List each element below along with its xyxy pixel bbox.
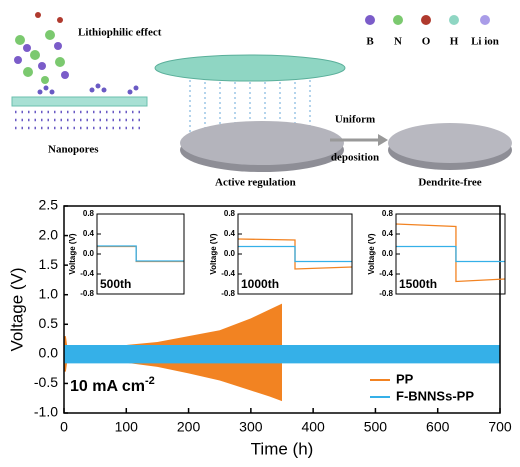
legend-label: H — [450, 36, 459, 48]
li-ions — [37, 83, 139, 95]
y-tick-label: 0.8 — [224, 209, 236, 218]
o-atom — [57, 17, 63, 23]
axes-frame — [96, 213, 185, 295]
y-tick-label: -0.8 — [221, 289, 235, 298]
y-tick-label: -0.4 — [80, 269, 94, 278]
voltage-line — [395, 223, 506, 283]
y-tick-label: -0.4 — [379, 269, 393, 278]
x-tick-label: 700 — [488, 419, 512, 435]
x-tick-label: 500 — [364, 419, 388, 435]
label: Active regulation — [215, 177, 296, 189]
voltage-line — [97, 245, 184, 263]
y-tick-label: 0.8 — [83, 209, 95, 218]
y-tick-label: 1.5 — [39, 256, 59, 272]
y-tick-label: 2.0 — [39, 226, 59, 242]
x-tick-label: 0 — [60, 419, 68, 435]
membrane — [154, 54, 346, 82]
legend-label: PP — [396, 371, 414, 386]
y-tick-label: -0.8 — [379, 289, 393, 298]
y-tick-label: -0.8 — [80, 289, 94, 298]
arrowhead — [378, 134, 388, 146]
y-tick-label: -0.5 — [34, 374, 58, 390]
axes-frame — [63, 205, 501, 414]
atoms — [14, 42, 69, 79]
y-tick-label: 0.4 — [83, 229, 95, 238]
y-tick-label: 0.0 — [39, 345, 59, 361]
x-tick-label: 600 — [426, 419, 450, 435]
y-tick-label: 0.0 — [83, 249, 95, 258]
voltage-band — [64, 344, 500, 364]
y-tick-label: 0.0 — [382, 249, 394, 258]
x-tick-label: 100 — [115, 419, 139, 435]
x-tick-label: 200 — [177, 419, 201, 435]
axes-frame — [395, 213, 506, 295]
y-tick-label: 0.5 — [39, 315, 59, 331]
voltage-line — [238, 245, 352, 263]
uniform-anode — [388, 123, 512, 163]
voltage-line — [97, 245, 184, 262]
legend-label: Li ion — [471, 36, 499, 48]
inset-title: 500th — [100, 277, 131, 291]
y-tick-label: -1.0 — [34, 404, 58, 420]
voltage-line — [396, 245, 505, 263]
x-axis-label: Time (h) — [251, 439, 314, 458]
label: Dendrite-free — [418, 177, 481, 189]
y-axis-label: Voltage (V) — [367, 233, 376, 275]
legend-label: N — [394, 36, 402, 48]
legend-label: B — [366, 36, 374, 48]
y-tick-label: 0.8 — [382, 209, 394, 218]
legend-label: F-BNNSs-PP — [396, 388, 474, 403]
label: deposition — [331, 152, 379, 164]
label: Nanopores — [48, 144, 99, 156]
y-tick-label: 1.0 — [39, 285, 59, 301]
inset-title: 1000th — [241, 277, 279, 291]
y-axis-label: Voltage (V) — [68, 233, 77, 275]
label: Lithiophilic effect — [78, 27, 162, 39]
schematic: Lithiophilic effect Nanopores Active reg… — [11, 12, 512, 189]
y-tick-label: 0.0 — [224, 249, 236, 258]
separator-layer — [11, 96, 148, 107]
y-tick-label: -0.4 — [221, 269, 235, 278]
y-tick-label: 0.4 — [382, 229, 394, 238]
anode — [180, 121, 344, 165]
x-tick-label: 300 — [239, 419, 263, 435]
annotation-superscript: -2 — [145, 375, 155, 387]
x-tick-label: 400 — [301, 419, 325, 435]
atom-legend: B N O H Li ion — [365, 15, 499, 48]
axes-frame — [237, 213, 353, 295]
y-tick-label: 0.4 — [224, 229, 236, 238]
label: Uniform — [335, 114, 375, 126]
y-axis-label: Voltage (V) — [7, 267, 26, 351]
annotation: 10 mA cm-2 — [70, 375, 155, 395]
y-axis-label: Voltage (V) — [209, 233, 218, 275]
inset-title: 1500th — [399, 277, 437, 291]
o-atom — [35, 12, 41, 18]
legend-label: O — [422, 36, 431, 48]
annotation-text: 10 mA cm — [70, 378, 145, 395]
molecules — [15, 30, 65, 84]
ion-rows — [15, 110, 145, 130]
y-tick-label: 2.5 — [39, 197, 59, 213]
